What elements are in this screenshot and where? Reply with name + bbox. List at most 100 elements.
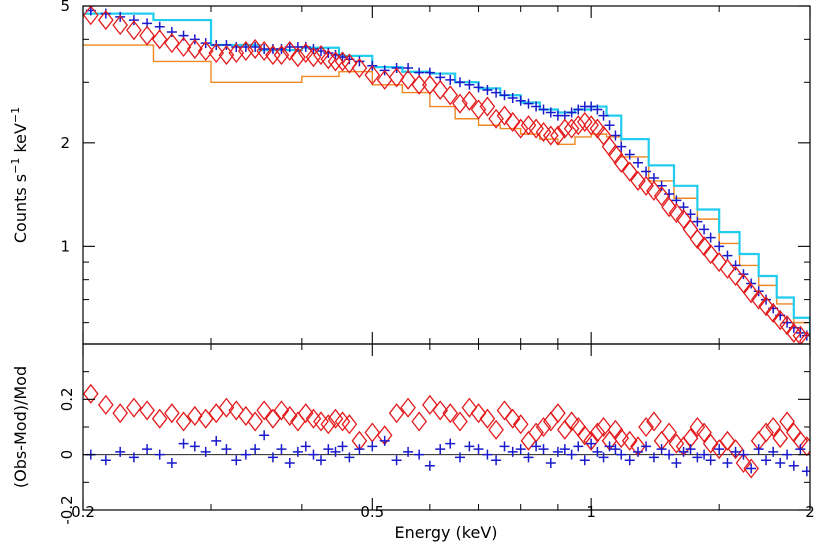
residuals-panel: -0.2 0 0.2 0.2 0.5 1 2 (Obs-Mod)/Mod Energy (… (11, 343, 815, 542)
red-residual-point (528, 422, 544, 443)
red-data-point (750, 289, 767, 310)
x-tick-label: 0.5 (360, 503, 384, 521)
red-residual-point (139, 400, 155, 421)
blue-data-point (616, 141, 627, 152)
red-data-point (570, 115, 587, 136)
blue-residual-point (499, 441, 510, 452)
x-tick-labels: 0.2 0.5 1 2 (71, 503, 815, 521)
red-residual-point (479, 408, 496, 429)
blue-residual-point (795, 444, 806, 455)
residuals-ytick-labels: -0.2 0 0.2 (58, 387, 76, 524)
blue-residual-point (115, 446, 126, 457)
blue-data-point (692, 216, 703, 227)
blue-residual-point (678, 446, 689, 457)
red-residual-point (535, 416, 552, 438)
red-data-point (327, 51, 344, 72)
red-data-point (661, 197, 677, 218)
red-data-point (151, 29, 168, 50)
red-residual-point (411, 411, 427, 432)
blue-residual-point (330, 446, 341, 457)
red-data-point (653, 186, 670, 207)
y-tick-label: 1 (60, 237, 70, 255)
red-residual-point (589, 422, 606, 443)
blue-residual-point (664, 449, 675, 460)
blue-data-point (166, 27, 177, 38)
blue-residual-point (323, 444, 334, 455)
blue-residual-point (753, 444, 764, 455)
blue-residual-point (692, 452, 703, 463)
red-residual-point (151, 408, 168, 429)
blue-residual-point (354, 444, 365, 455)
blue-data-point (531, 101, 542, 112)
blue-residual-point (714, 444, 725, 455)
red-data-point (265, 44, 281, 66)
red-data-point (758, 296, 774, 317)
red-residual-point (186, 405, 203, 426)
blue-data-point (545, 107, 556, 118)
red-data-point (247, 38, 263, 60)
blue-data-point (586, 101, 597, 112)
blue-residual-point (240, 449, 251, 460)
red-residual-point (218, 397, 235, 418)
blue-residual-point (538, 444, 549, 455)
red-data-point (583, 115, 599, 136)
blue-residual-point (592, 446, 603, 457)
red-residual-point (496, 400, 513, 421)
red-residual-point (520, 430, 537, 451)
blue-residual-point (292, 446, 303, 457)
red-data-point (668, 202, 685, 224)
blue-data-point (259, 43, 270, 54)
red-data-point (238, 40, 254, 62)
y-tick-label: -0.2 (58, 495, 76, 524)
blue-residual-point (221, 444, 232, 455)
blue-residual-point (685, 444, 696, 455)
red-residual-point (563, 411, 580, 432)
blue-residual-point (435, 444, 446, 455)
red-residual-point (281, 405, 298, 426)
blue-data-point (464, 79, 475, 90)
blue-residual-point (166, 457, 177, 468)
blue-residual-point (705, 455, 716, 466)
red-residual-point (327, 408, 344, 429)
blue-data-point (523, 98, 534, 109)
blue-residual-point (579, 455, 590, 466)
red-residual-point (112, 403, 129, 424)
blue-residual-point (154, 449, 165, 460)
red-data-point (364, 64, 381, 86)
residuals-ticks (82, 344, 811, 511)
blue-residual-point (259, 430, 270, 441)
blue-residual-point (200, 446, 211, 457)
red-data-point (550, 125, 566, 146)
red-residual-point (696, 422, 712, 443)
red-data-point (313, 44, 329, 66)
red-data-point (557, 118, 573, 139)
red-residual-point (388, 403, 405, 424)
blue-residual-point (445, 438, 456, 449)
residuals-y-axis-label: (Obs-Mod)/Mod (11, 366, 30, 488)
red-residual-point (785, 422, 802, 443)
red-data-point (186, 38, 203, 60)
red-data-point (479, 96, 496, 117)
blue-residual-point (308, 449, 319, 460)
blue-data-point (128, 15, 139, 26)
red-data-point (452, 93, 468, 114)
blue-residual-point (566, 449, 577, 460)
red-residual-point (689, 416, 706, 438)
blue-data-point (250, 41, 261, 52)
blue-residual-point (300, 441, 311, 452)
blue-residual-point (604, 441, 615, 452)
blue-data-point (482, 84, 493, 95)
blue-data-point (598, 110, 609, 121)
red-data-point (305, 47, 322, 68)
blue-data-point (610, 130, 621, 141)
red-residual-point (719, 430, 736, 451)
spectrum-panel: 1 2 5 Counts s−1 keV−1 (9, 0, 811, 345)
red-data-point (576, 111, 593, 133)
red-residual-point (400, 397, 416, 418)
red-data-point (228, 42, 245, 64)
blue-residual-point (788, 460, 799, 471)
blue-residual-point (624, 455, 635, 466)
red-residual-point (364, 422, 381, 443)
x-tick-label: 1 (586, 503, 596, 521)
red-data-point (197, 40, 214, 62)
